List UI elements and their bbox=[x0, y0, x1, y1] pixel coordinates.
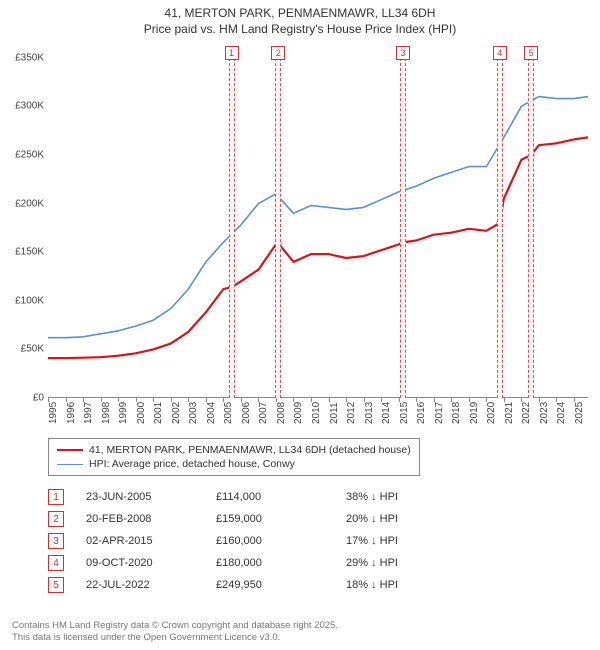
footer-line-1: Contains HM Land Registry data © Crown c… bbox=[12, 620, 338, 632]
sale-row-date: 20-FEB-2008 bbox=[86, 513, 216, 525]
x-tick-label: 2007 bbox=[258, 402, 269, 424]
y-tick-label: £50K bbox=[0, 344, 44, 355]
x-tick-label: 2000 bbox=[136, 402, 147, 424]
sale-marker-band bbox=[275, 48, 281, 398]
sale-row-date: 09-OCT-2020 bbox=[86, 557, 216, 569]
sale-marker-number: 5 bbox=[524, 46, 538, 60]
legend-label-series-0: 41, MERTON PARK, PENMAENMAWR, LL34 6DH (… bbox=[89, 444, 411, 456]
sale-row: 5 22-JUL-2022£249,95018% ↓ HPI bbox=[48, 574, 466, 596]
x-tick-label: 1996 bbox=[66, 402, 77, 424]
sale-row-pct-vs-hpi: 18% ↓ HPI bbox=[346, 579, 466, 591]
x-tick-label: 1999 bbox=[118, 402, 129, 424]
sale-row-number: 1 bbox=[48, 489, 64, 505]
series-line bbox=[48, 97, 588, 338]
x-tick-label: 2003 bbox=[188, 402, 199, 424]
sale-marker-band bbox=[400, 48, 406, 398]
footer-attribution: Contains HM Land Registry data © Crown c… bbox=[12, 620, 338, 644]
chart-legend: 41, MERTON PARK, PENMAENMAWR, LL34 6DH (… bbox=[48, 438, 420, 476]
x-tick-label: 2021 bbox=[504, 402, 515, 424]
legend-swatch-series-0 bbox=[57, 449, 83, 451]
y-tick-label: £0 bbox=[0, 393, 44, 404]
x-tick-label: 1995 bbox=[48, 402, 59, 424]
legend-label-series-1: HPI: Average price, detached house, Conw… bbox=[89, 458, 295, 470]
x-tick-label: 2004 bbox=[206, 402, 217, 424]
sale-marker-number: 1 bbox=[225, 46, 239, 60]
sale-marker-number: 2 bbox=[271, 46, 285, 60]
x-tick-label: 2019 bbox=[469, 402, 480, 424]
x-tick-label: 1997 bbox=[83, 402, 94, 424]
sale-row: 3 02-APR-2015£160,00017% ↓ HPI bbox=[48, 530, 466, 552]
y-tick-label: £300K bbox=[0, 101, 44, 112]
x-tick-label: 2018 bbox=[451, 402, 462, 424]
sale-row-price: £159,000 bbox=[216, 513, 346, 525]
chart-title-block: 41, MERTON PARK, PENMAENMAWR, LL34 6DH P… bbox=[0, 0, 600, 39]
x-tick-label: 2005 bbox=[223, 402, 234, 424]
title-line-1: 41, MERTON PARK, PENMAENMAWR, LL34 6DH bbox=[10, 6, 590, 22]
legend-row: 41, MERTON PARK, PENMAENMAWR, LL34 6DH (… bbox=[57, 443, 411, 457]
x-tick-label: 2025 bbox=[574, 402, 585, 424]
y-tick-label: £350K bbox=[0, 52, 44, 63]
y-tick-label: £200K bbox=[0, 198, 44, 209]
sale-row-number: 3 bbox=[48, 533, 64, 549]
chart-svg bbox=[48, 48, 588, 398]
x-tick-label: 2012 bbox=[346, 402, 357, 424]
y-tick-label: £150K bbox=[0, 247, 44, 258]
sale-row-price: £114,000 bbox=[216, 491, 346, 503]
x-tick-label: 2006 bbox=[241, 402, 252, 424]
sale-row-number: 2 bbox=[48, 511, 64, 527]
x-tick-label: 2023 bbox=[539, 402, 550, 424]
sale-row: 4 09-OCT-2020£180,00029% ↓ HPI bbox=[48, 552, 466, 574]
x-tick-label: 2013 bbox=[364, 402, 375, 424]
sale-row: 1 23-JUN-2005£114,00038% ↓ HPI bbox=[48, 486, 466, 508]
x-tick-label: 2024 bbox=[556, 402, 567, 424]
x-tick-label: 2015 bbox=[399, 402, 410, 424]
x-tick-label: 2020 bbox=[486, 402, 497, 424]
legend-swatch-series-1 bbox=[57, 464, 83, 465]
footer-line-2: This data is licensed under the Open Gov… bbox=[12, 632, 338, 644]
legend-row: HPI: Average price, detached house, Conw… bbox=[57, 457, 411, 471]
sale-row: 2 20-FEB-2008£159,00020% ↓ HPI bbox=[48, 508, 466, 530]
sale-marker-number: 3 bbox=[396, 46, 410, 60]
sale-row-price: £249,950 bbox=[216, 579, 346, 591]
sales-table: 1 23-JUN-2005£114,00038% ↓ HPI 2 20-FEB-200… bbox=[48, 486, 466, 596]
x-tick-label: 2022 bbox=[521, 402, 532, 424]
chart-plot-area: £0£50K£100K£150K£200K£250K£300K£350K1995… bbox=[48, 48, 588, 398]
sale-marker-band bbox=[528, 48, 534, 398]
x-tick-label: 2016 bbox=[416, 402, 427, 424]
sale-row-number: 4 bbox=[48, 555, 64, 571]
x-tick-label: 2011 bbox=[329, 402, 340, 424]
sale-row-price: £180,000 bbox=[216, 557, 346, 569]
sale-row-price: £160,000 bbox=[216, 535, 346, 547]
sale-row-pct-vs-hpi: 20% ↓ HPI bbox=[346, 513, 466, 525]
sale-row-date: 22-JUL-2022 bbox=[86, 579, 216, 591]
y-tick-label: £100K bbox=[0, 295, 44, 306]
sale-row-pct-vs-hpi: 17% ↓ HPI bbox=[346, 535, 466, 547]
x-tick-label: 2017 bbox=[434, 402, 445, 424]
title-line-2: Price paid vs. HM Land Registry's House … bbox=[10, 22, 590, 38]
sale-row-pct-vs-hpi: 29% ↓ HPI bbox=[346, 557, 466, 569]
sale-marker-band bbox=[497, 48, 503, 398]
y-tick-label: £250K bbox=[0, 149, 44, 160]
x-tick-label: 2014 bbox=[381, 402, 392, 424]
x-tick-label: 2002 bbox=[171, 402, 182, 424]
sale-marker-band bbox=[229, 48, 235, 398]
x-tick-label: 1998 bbox=[101, 402, 112, 424]
x-tick-label: 2001 bbox=[153, 402, 164, 424]
x-tick-label: 2008 bbox=[276, 402, 287, 424]
x-tick-label: 2009 bbox=[293, 402, 304, 424]
series-line bbox=[48, 137, 588, 358]
sale-row-date: 02-APR-2015 bbox=[86, 535, 216, 547]
sale-row-pct-vs-hpi: 38% ↓ HPI bbox=[346, 491, 466, 503]
sale-marker-number: 4 bbox=[493, 46, 507, 60]
sale-row-number: 5 bbox=[48, 577, 64, 593]
x-tick-label: 2010 bbox=[311, 402, 322, 424]
sale-row-date: 23-JUN-2005 bbox=[86, 491, 216, 503]
